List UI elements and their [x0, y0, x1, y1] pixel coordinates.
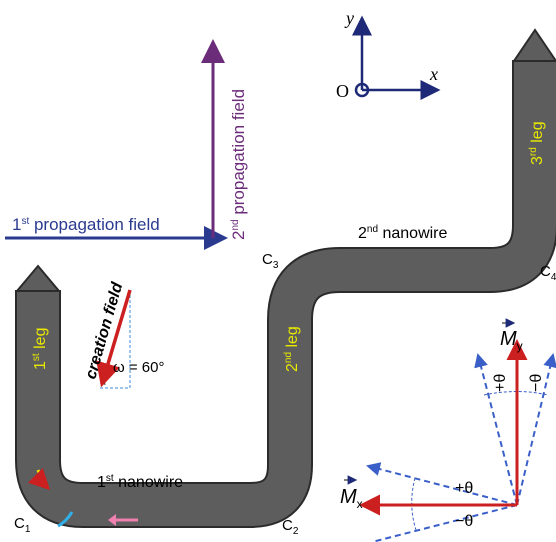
angle-label: ω = 60° [113, 359, 165, 376]
propagation-label: 2nd propagation field [229, 89, 248, 240]
diagram: 1st propagation field 2nd propagation fi… [0, 0, 556, 542]
vector-label: My [500, 328, 523, 353]
angle-label: +θ [455, 480, 473, 497]
angle-label: −θ [455, 513, 473, 530]
vector-label: Mx [340, 486, 363, 511]
leg-label: 3rd leg [528, 121, 546, 165]
axis-label: y [344, 8, 354, 28]
leg-label: 1st leg [31, 328, 49, 370]
nanowire-label: 2nd nanowire [358, 224, 448, 242]
angle-label: −θ [528, 374, 545, 392]
corner-label: C4 [540, 263, 556, 283]
leg-label: 2nd leg [283, 326, 301, 372]
coordinate-axes [356, 18, 438, 96]
angle-label: +θ [492, 374, 509, 392]
axis-label: O [336, 81, 349, 101]
corner-label: C2 [282, 517, 299, 537]
corner-label: C1 [14, 515, 31, 535]
axis-label: x [429, 64, 438, 84]
propagation-label: 1st propagation field [12, 215, 160, 234]
magnetization-vectors [344, 323, 553, 542]
nanowire [17, 30, 556, 505]
corner-label: C3 [262, 251, 279, 271]
